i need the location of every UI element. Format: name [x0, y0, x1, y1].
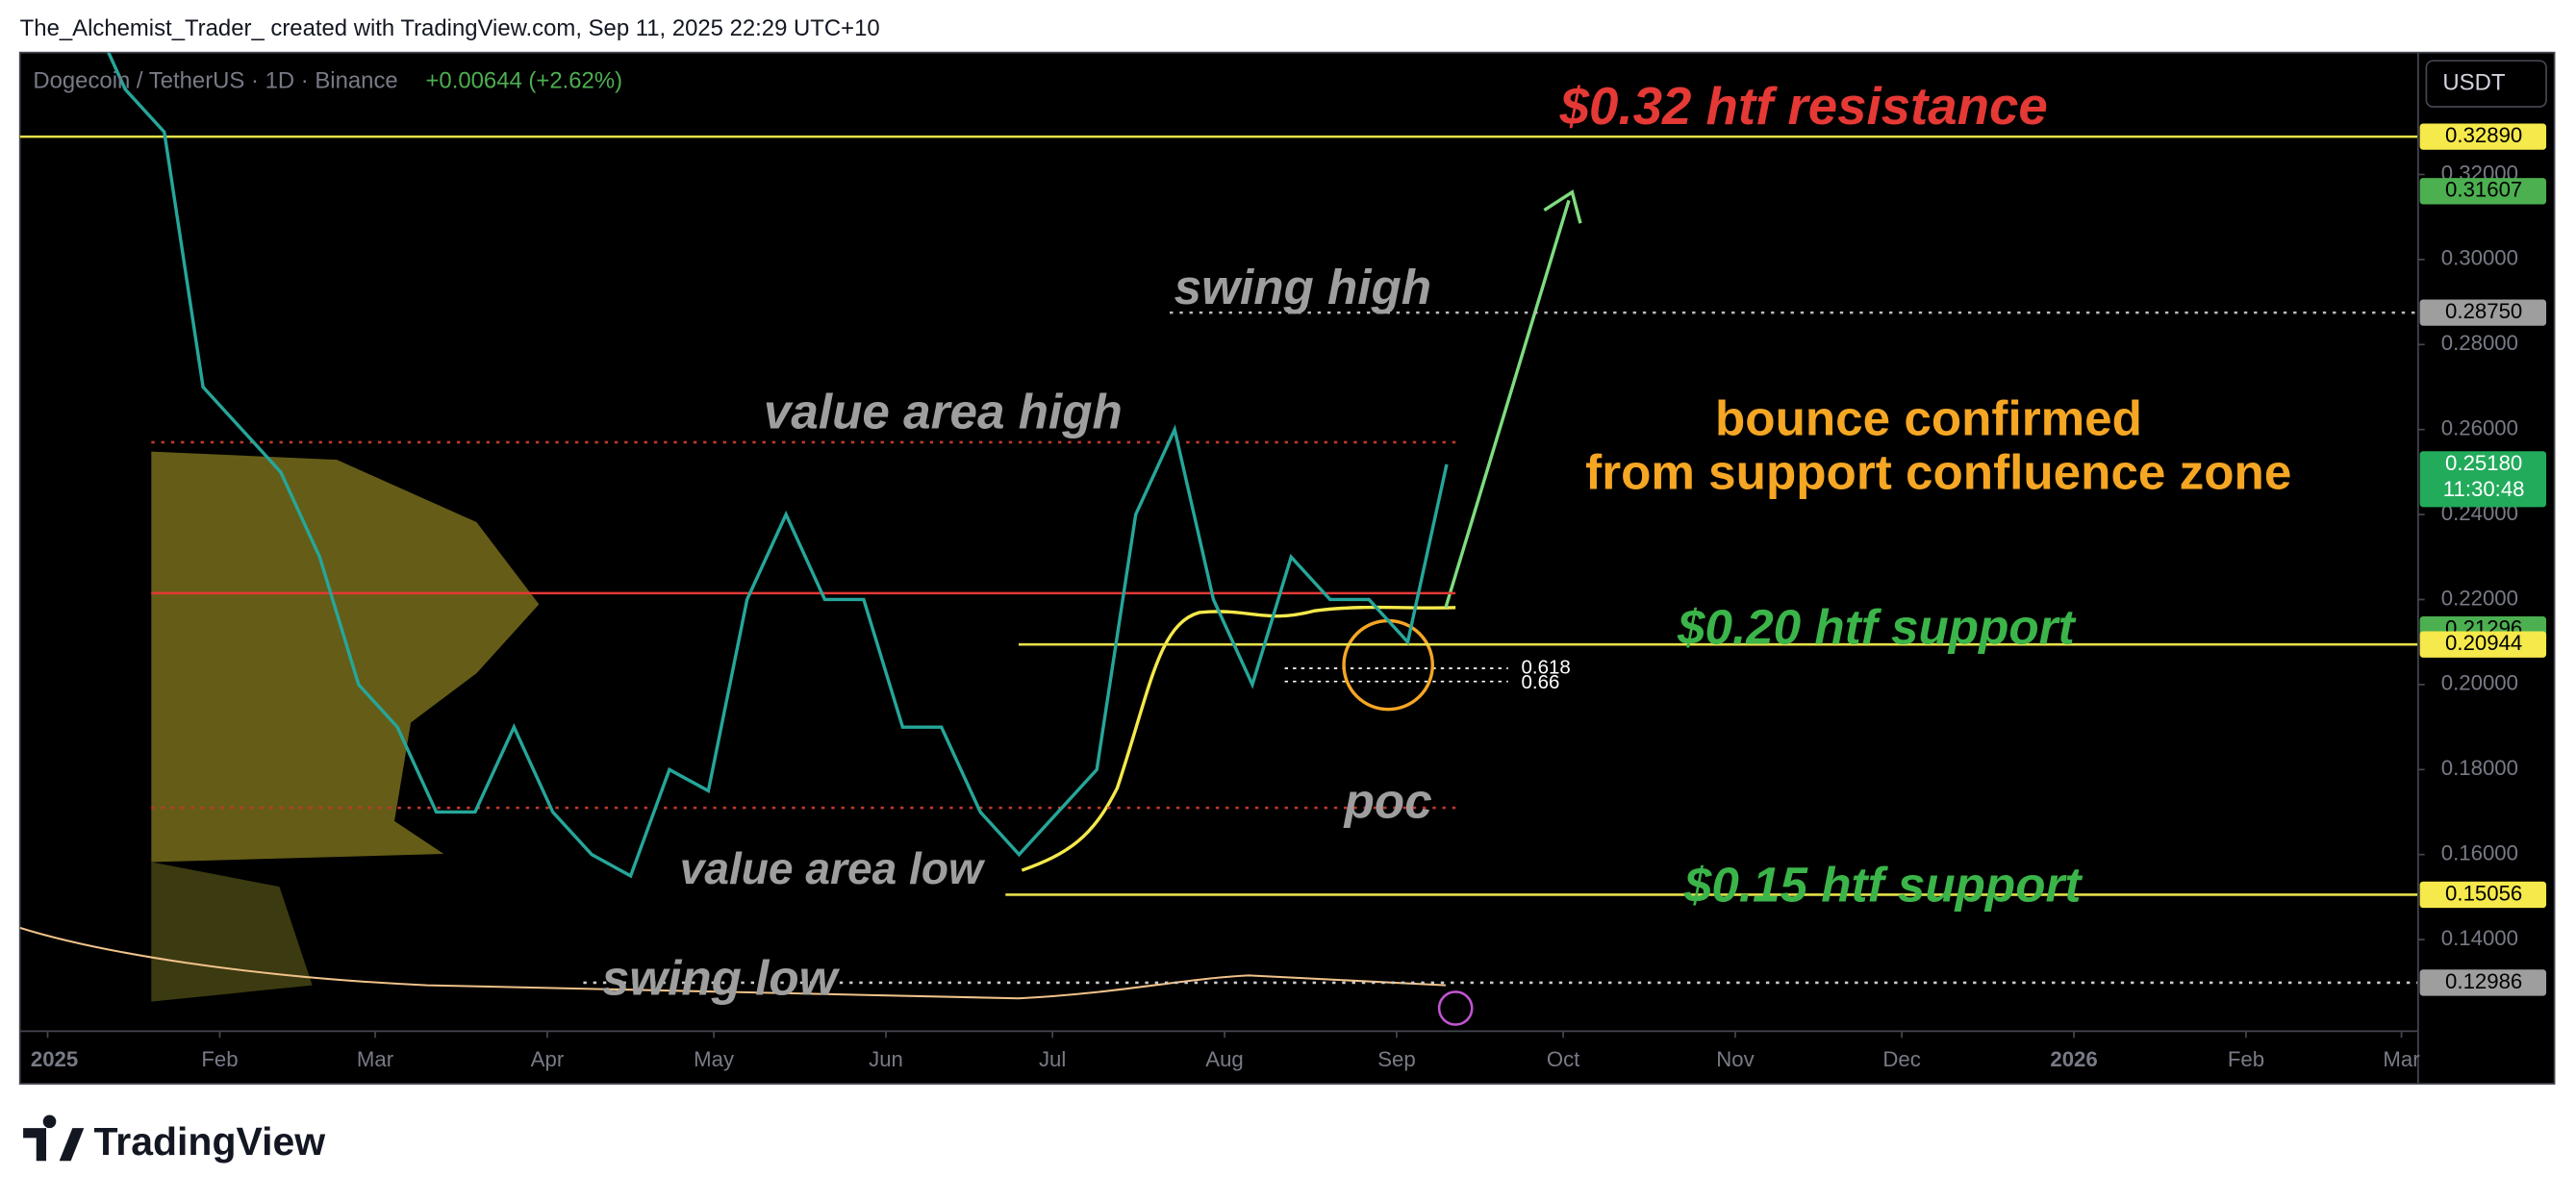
- annotation: value area low: [680, 843, 986, 893]
- symbol: Dogecoin / TetherUS · 1D · Binance: [33, 68, 397, 94]
- price-label-box: [2419, 123, 2547, 150]
- y-tick-label: 0.28000: [2441, 331, 2518, 355]
- annotation: 0.618: [1521, 656, 1570, 678]
- annotation: 0.66: [1521, 671, 1559, 693]
- x-tick-label: Aug: [1205, 1047, 1243, 1071]
- event-icon: [1437, 990, 1474, 1026]
- price-label-box: [2419, 969, 2547, 996]
- x-tick-label: Feb: [2228, 1047, 2264, 1071]
- y-tick-label: 0.14000: [2441, 926, 2518, 950]
- countdown: 11:30:48: [2443, 477, 2525, 501]
- y-tick-label: 0.26000: [2441, 416, 2518, 440]
- annotation: swing low: [602, 951, 841, 1006]
- x-tick-label: Sep: [1377, 1047, 1415, 1071]
- y-tick-label: 0.30000: [2441, 246, 2518, 270]
- price-label: 0.15056: [2445, 881, 2522, 905]
- projection-arrow: [1444, 199, 1571, 609]
- price-label: 0.31607: [2445, 178, 2522, 202]
- price-label: 0.28750: [2445, 299, 2522, 323]
- y-tick-label: 0.18000: [2441, 756, 2518, 780]
- x-tick-label: 2026: [2050, 1047, 2097, 1071]
- x-tick-label: May: [694, 1047, 735, 1071]
- price-label-box: [2419, 631, 2547, 658]
- annotation: poc: [1343, 773, 1432, 828]
- price-label: 0.20944: [2445, 631, 2522, 655]
- x-tick-label: Mar: [357, 1047, 394, 1071]
- annotation: from support confluence zone: [1585, 445, 2291, 500]
- annotation: value area high: [764, 385, 1123, 439]
- x-tick-label: Jul: [1039, 1047, 1066, 1071]
- x-tick-label: 2025: [31, 1047, 78, 1071]
- arrow-head: [1543, 189, 1582, 224]
- x-tick-label: Jun: [869, 1047, 903, 1071]
- price-label-box: [2419, 299, 2547, 326]
- volume-profile: [151, 451, 540, 863]
- x-tick-label: Mar: [2383, 1047, 2420, 1071]
- x-tick-label: Apr: [531, 1047, 565, 1071]
- currency-button[interactable]: [2425, 60, 2547, 108]
- annotation: swing high: [1174, 260, 1431, 314]
- x-tick-label: Dec: [1882, 1047, 1920, 1071]
- y-tick-label: 0.22000: [2441, 586, 2518, 610]
- currency[interactable]: USDT: [2442, 69, 2505, 95]
- footer-logo: [23, 1114, 85, 1162]
- plot-area: [19, 52, 2418, 1026]
- price-label: 0.12986: [2445, 969, 2522, 993]
- x-tick-label: Nov: [1716, 1047, 1755, 1071]
- x-tick-label: Feb: [201, 1047, 238, 1071]
- moving-average: [1021, 605, 1456, 872]
- volume-ma: [19, 926, 1446, 1000]
- price-label: 0.25180: [2445, 451, 2522, 475]
- y-tick-label: 0.20000: [2441, 671, 2518, 695]
- price-label-box: [2419, 178, 2547, 205]
- footer-brand: TradingView: [94, 1119, 326, 1164]
- y-tick-label: 0.16000: [2441, 841, 2518, 865]
- price-line: [106, 52, 1449, 879]
- price-change: +0.00644 (+2.62%): [425, 68, 622, 94]
- volume-profile-low: [151, 862, 313, 1002]
- annotation: $0.15 htf support: [1683, 857, 2084, 912]
- x-tick-label: Oct: [1547, 1047, 1580, 1071]
- price-label-box: [2419, 881, 2547, 909]
- annotation: $0.20 htf support: [1677, 599, 2077, 654]
- price-label: 0.32890: [2445, 123, 2522, 147]
- header-title: The_Alchemist_Trader_ created with Tradi…: [20, 15, 880, 41]
- price-label-box: [2419, 451, 2547, 508]
- annotation: $0.32 htf resistance: [1559, 77, 2048, 136]
- annotation: bounce confirmed: [1715, 390, 2142, 445]
